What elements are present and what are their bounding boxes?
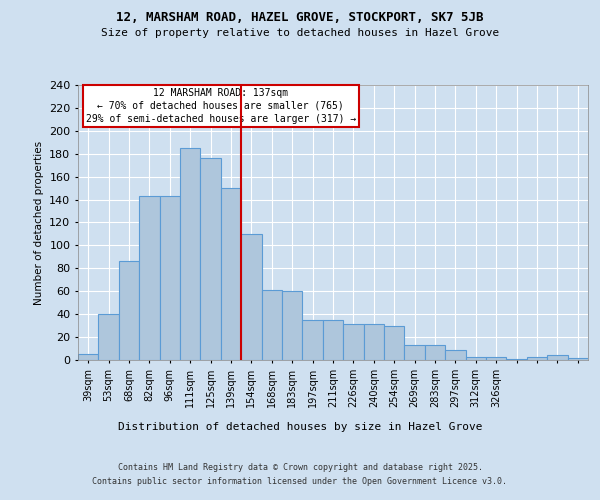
Bar xyxy=(262,290,282,360)
Bar xyxy=(364,324,384,360)
Text: Distribution of detached houses by size in Hazel Grove: Distribution of detached houses by size … xyxy=(118,422,482,432)
Bar xyxy=(547,356,568,360)
Text: Size of property relative to detached houses in Hazel Grove: Size of property relative to detached ho… xyxy=(101,28,499,38)
Bar xyxy=(221,188,241,360)
Bar xyxy=(527,356,547,360)
Bar xyxy=(98,314,119,360)
Bar xyxy=(119,262,139,360)
Bar xyxy=(323,320,343,360)
Bar xyxy=(568,358,588,360)
Bar xyxy=(302,320,323,360)
Bar xyxy=(241,234,262,360)
Bar xyxy=(200,158,221,360)
Bar xyxy=(343,324,364,360)
Bar xyxy=(404,345,425,360)
Bar xyxy=(139,196,160,360)
Text: Contains HM Land Registry data © Crown copyright and database right 2025.: Contains HM Land Registry data © Crown c… xyxy=(118,463,482,472)
Bar xyxy=(160,196,180,360)
Bar xyxy=(506,359,527,360)
Bar xyxy=(78,354,98,360)
Bar xyxy=(466,356,486,360)
Y-axis label: Number of detached properties: Number of detached properties xyxy=(34,140,44,304)
Bar xyxy=(425,345,445,360)
Text: Contains public sector information licensed under the Open Government Licence v3: Contains public sector information licen… xyxy=(92,476,508,486)
Bar xyxy=(384,326,404,360)
Text: 12, MARSHAM ROAD, HAZEL GROVE, STOCKPORT, SK7 5JB: 12, MARSHAM ROAD, HAZEL GROVE, STOCKPORT… xyxy=(116,11,484,24)
Bar xyxy=(486,356,506,360)
Text: 12 MARSHAM ROAD: 137sqm
← 70% of detached houses are smaller (765)
29% of semi-d: 12 MARSHAM ROAD: 137sqm ← 70% of detache… xyxy=(86,88,356,124)
Bar xyxy=(180,148,200,360)
Bar xyxy=(282,291,302,360)
Bar xyxy=(445,350,466,360)
